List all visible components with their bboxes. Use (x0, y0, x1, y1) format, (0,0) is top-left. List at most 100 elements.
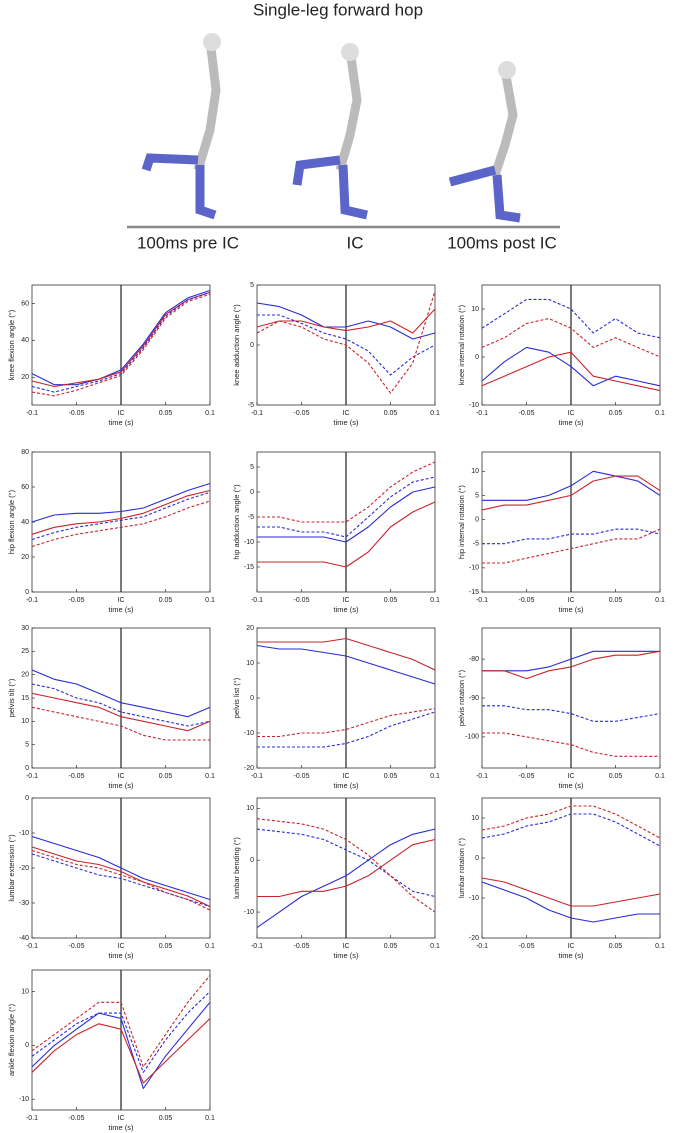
series-line (482, 528, 661, 564)
x-tick-label: IC (343, 773, 350, 780)
y-tick-label: -20 (19, 865, 29, 872)
x-tick-label: 0.1 (205, 597, 215, 604)
y-tick-label: 0 (475, 354, 479, 361)
y-tick-label: 10 (21, 988, 29, 995)
y-tick-label: -5 (473, 541, 479, 548)
y-tick-label: -10 (244, 909, 254, 916)
y-axis-label: pelvis tilt (°) (7, 678, 16, 717)
x-tick-label: -0.05 (69, 597, 85, 604)
series-line (31, 706, 210, 741)
x-tick-label: 0.1 (430, 597, 440, 604)
series-line (257, 707, 436, 738)
x-tick-label: IC (118, 597, 125, 604)
y-tick-label: 25 (21, 648, 29, 655)
x-tick-label: 0.1 (205, 1115, 215, 1122)
x-tick-label: 0.05 (159, 1115, 173, 1122)
x-tick-label: 0.1 (205, 943, 215, 950)
y-tick-label: 10 (471, 815, 479, 822)
panel: -10 0 10 -0.1 -0.05 IC 0.05 0.1 time (s) knee int… (457, 284, 665, 427)
x-tick-label: 0.05 (159, 597, 173, 604)
y-tick-label: -15 (244, 564, 254, 571)
y-axis-label: pelvis list (°) (232, 677, 241, 718)
series-line (481, 877, 661, 907)
y-axis-label: lumbar extension (°) (7, 834, 16, 902)
x-tick-label: 0.1 (430, 410, 440, 417)
series-line (256, 818, 436, 913)
x-axis-label: time (s) (334, 418, 360, 427)
x-axis-label: time (s) (109, 418, 135, 427)
x-tick-label: IC (118, 773, 125, 780)
y-tick-label: 0 (475, 855, 479, 862)
y-tick-label: 60 (21, 300, 29, 307)
x-tick-label: 0.1 (430, 943, 440, 950)
x-axis-label: time (s) (334, 951, 360, 960)
y-tick-label: 20 (246, 625, 254, 632)
panel: 20 40 60 -0.1 -0.05 IC 0.05 0.1 time (s) knee fle… (7, 284, 215, 427)
y-tick-label: 5 (250, 282, 254, 289)
panel: -40 -30 -20 -10 0 -0.1 -0.05 IC 0.05 0.1 time (s) l… (7, 795, 215, 960)
series-line (31, 849, 211, 911)
y-tick-label: 0 (250, 695, 254, 702)
x-tick-label: 0.05 (384, 597, 398, 604)
x-tick-label: 0.05 (159, 773, 173, 780)
x-tick-label: -0.1 (26, 410, 38, 417)
series-line (31, 500, 211, 548)
x-tick-label: IC (118, 943, 125, 950)
x-axis-label: time (s) (109, 951, 135, 960)
phase-label: 100ms pre IC (137, 233, 239, 252)
series-line (481, 351, 661, 392)
series-line (482, 470, 661, 501)
x-tick-label: IC (568, 597, 575, 604)
series-line (257, 838, 436, 898)
x-tick-label: -0.1 (251, 597, 263, 604)
panel: -20 -10 0 10 20 -0.1 -0.05 IC 0.05 0.1 time (s) pel… (232, 625, 440, 790)
x-tick-label: -0.05 (519, 410, 535, 417)
x-tick-label: -0.1 (476, 410, 488, 417)
series-line (482, 732, 660, 757)
series-line (482, 528, 661, 545)
y-axis-label: pelvis rotation (°) (457, 669, 466, 726)
y-tick-label: 60 (21, 484, 29, 491)
x-tick-label: -0.1 (251, 410, 263, 417)
x-tick-label: IC (568, 410, 575, 417)
y-axis-label: knee flexion angle (°) (7, 309, 16, 380)
series-line (482, 650, 661, 680)
x-tick-label: 0.05 (609, 410, 623, 417)
y-tick-label: 10 (246, 805, 254, 812)
phase-label: IC (347, 233, 364, 252)
x-tick-label: IC (343, 410, 350, 417)
x-tick-label: IC (118, 1115, 125, 1122)
x-tick-label: -0.1 (26, 1115, 38, 1122)
y-tick-label: -10 (469, 402, 479, 409)
x-axis-label: time (s) (559, 951, 585, 960)
y-tick-label: -15 (469, 589, 479, 596)
series-line (31, 291, 211, 393)
x-tick-label: 0.05 (159, 410, 173, 417)
y-axis-label: lumbar bending (°) (232, 837, 241, 899)
series-line (31, 482, 211, 523)
series-line (481, 475, 661, 511)
x-tick-label: 0.05 (159, 943, 173, 950)
series-line (31, 489, 211, 535)
x-tick-label: 0.05 (384, 943, 398, 950)
y-tick-label: 10 (471, 468, 479, 475)
x-axis-label: time (s) (334, 605, 360, 614)
figure-title: Single-leg forward hop (253, 0, 423, 19)
y-tick-label: -5 (248, 514, 254, 521)
series-line (31, 991, 211, 1073)
y-tick-label: 0 (25, 765, 29, 772)
y-tick-label: -20 (244, 765, 254, 772)
x-tick-label: 0.1 (430, 773, 440, 780)
y-tick-label: 30 (21, 625, 29, 632)
x-tick-label: -0.1 (251, 773, 263, 780)
panel: -10 0 10 -0.1 -0.05 IC 0.05 0.1 time (s) lumbar b… (232, 797, 440, 960)
y-axis-label: hip adduction angle (°) (232, 484, 241, 560)
y-tick-label: 10 (246, 660, 254, 667)
x-axis-label: time (s) (559, 605, 585, 614)
series-line (257, 711, 436, 748)
x-tick-label: -0.1 (251, 943, 263, 950)
x-axis-label: time (s) (334, 781, 360, 790)
series-line (31, 1001, 211, 1090)
x-tick-label: IC (118, 410, 125, 417)
